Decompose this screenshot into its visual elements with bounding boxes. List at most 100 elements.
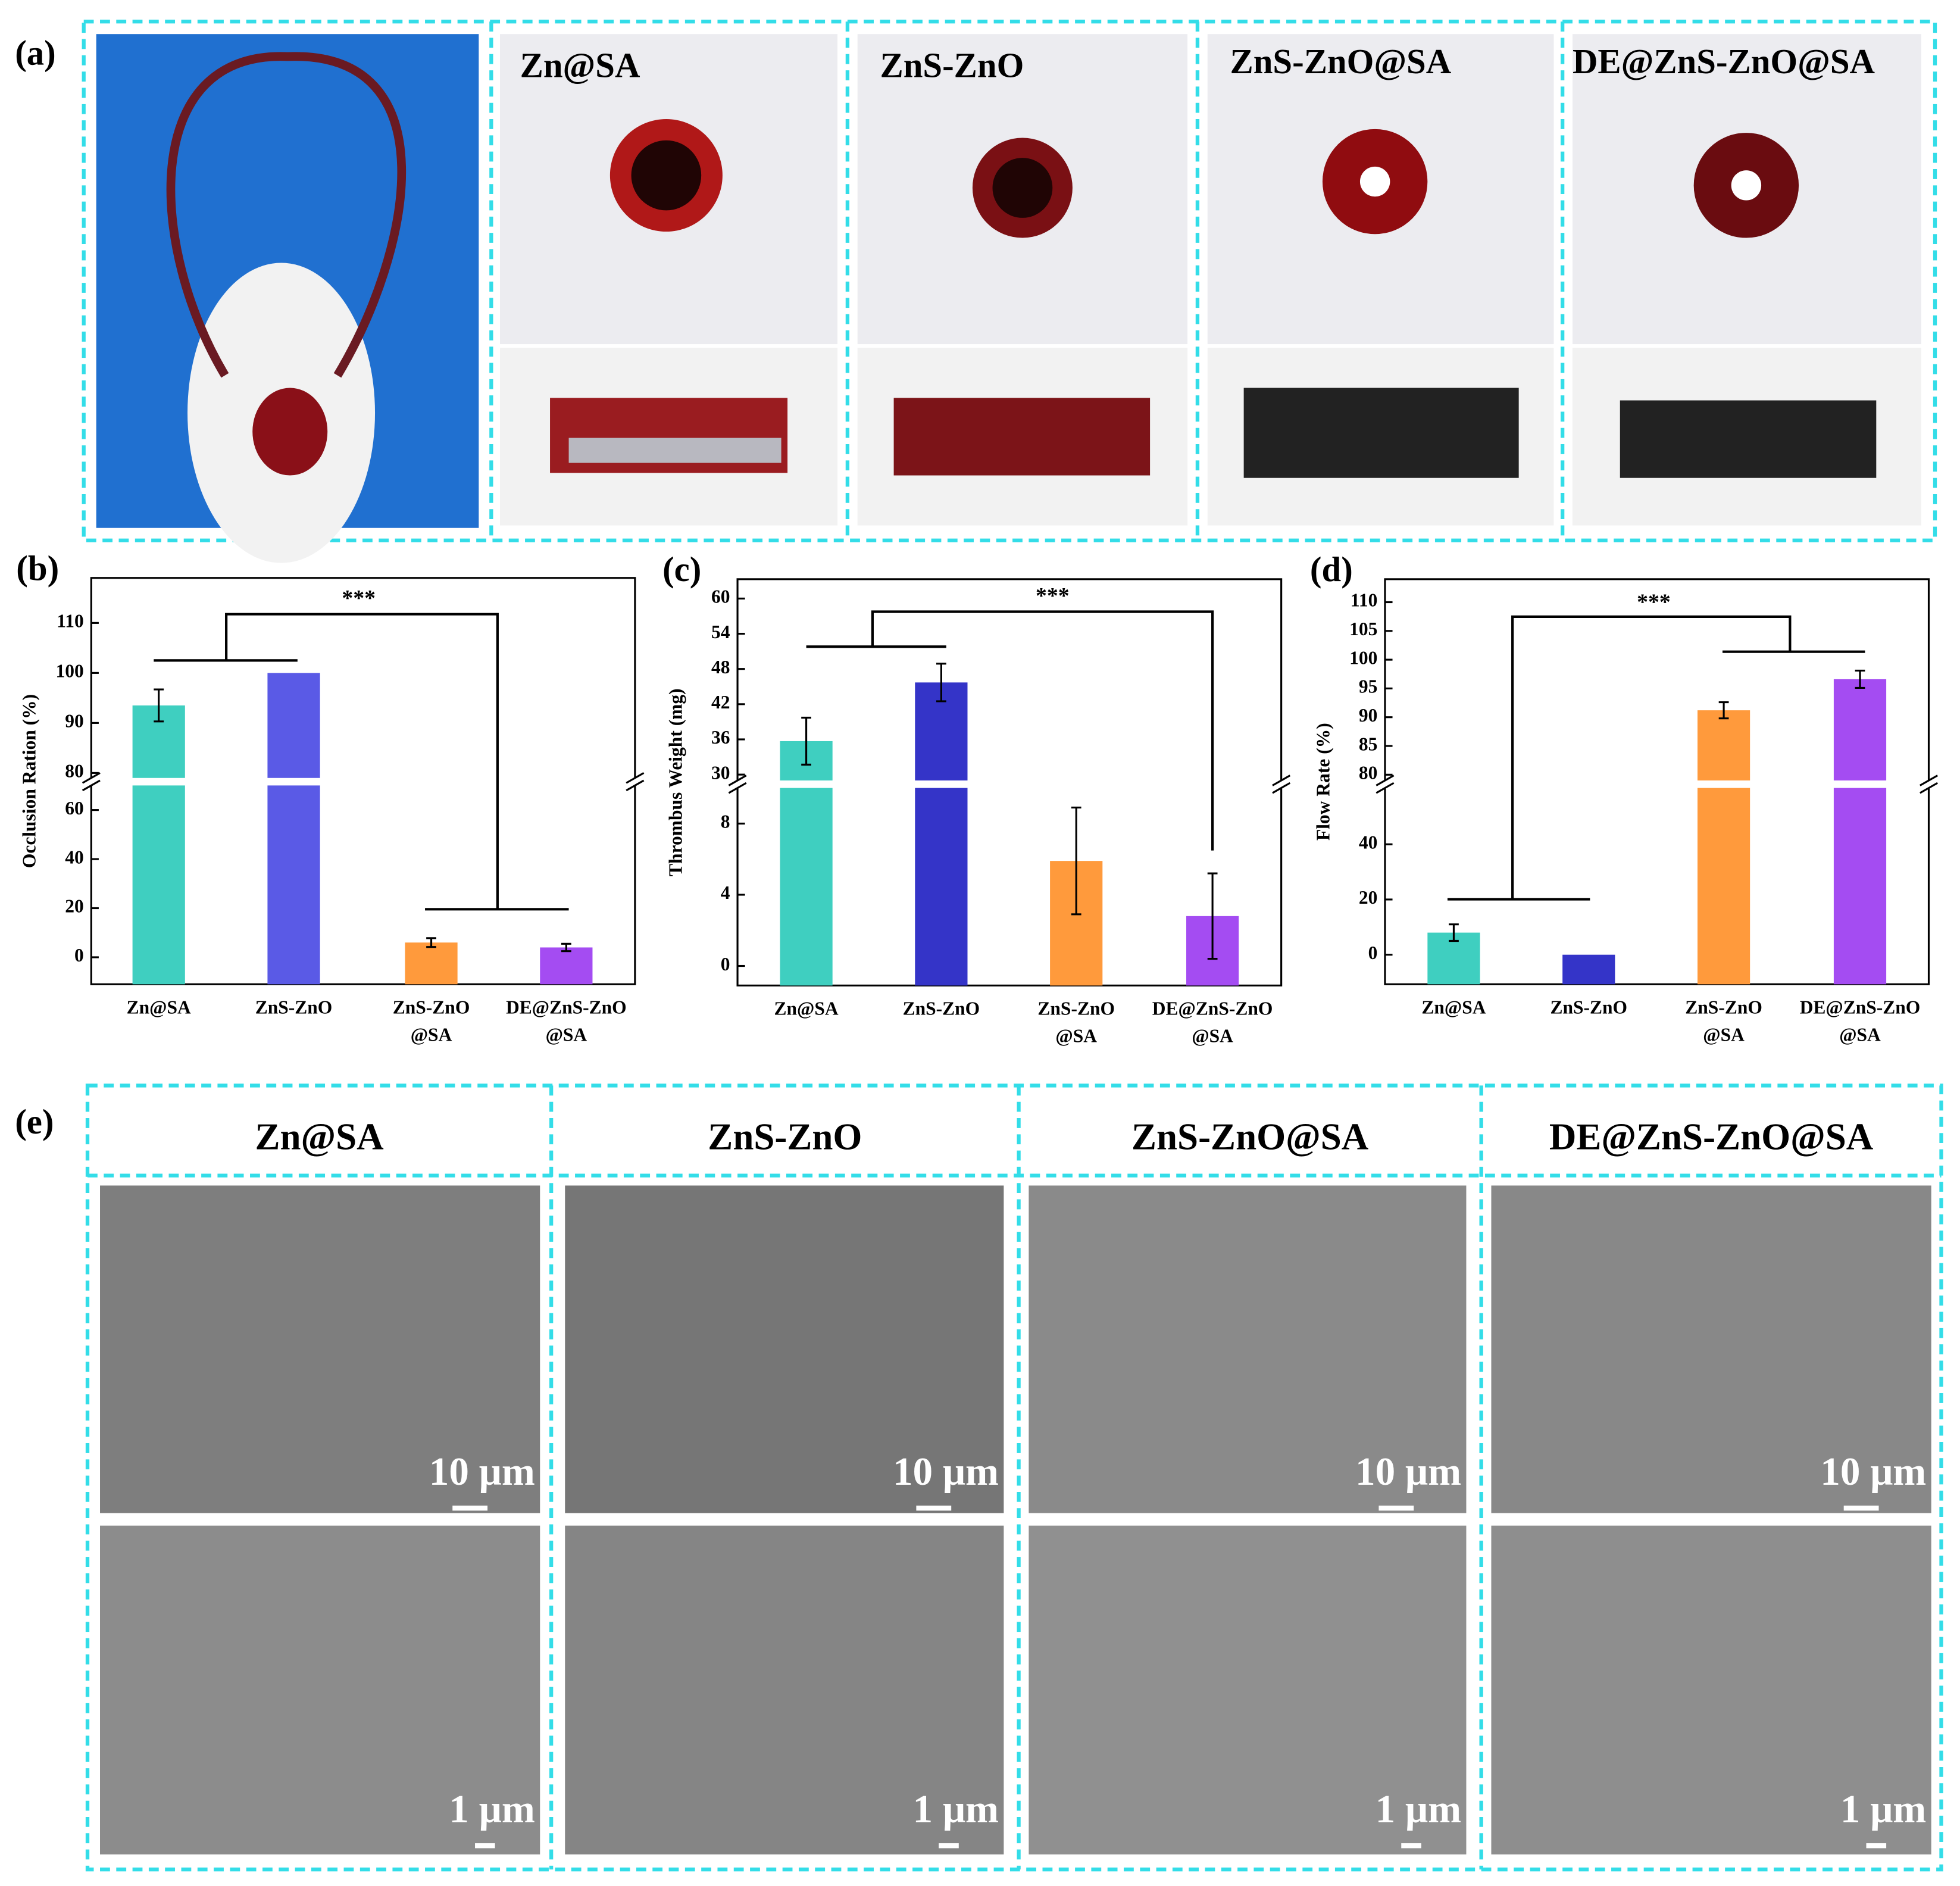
y-tick-label: 20 bbox=[65, 896, 83, 917]
significance-bracket bbox=[154, 613, 569, 911]
y-axis-label: Thrombus Weight (mg) bbox=[665, 688, 686, 876]
x-tick-label: DE@ZnS-ZnO @SA bbox=[1152, 998, 1273, 1047]
error-bar bbox=[1449, 923, 1459, 942]
error-bar bbox=[1207, 872, 1218, 960]
bar bbox=[1833, 788, 1887, 985]
sample-label: DE@ZnS-ZnO@SA bbox=[1549, 1116, 1874, 1157]
bar bbox=[540, 947, 593, 985]
panel-label: (c) bbox=[662, 550, 701, 589]
significance-bracket bbox=[1447, 615, 1865, 901]
x-tick-label: ZnS-ZnO @SA bbox=[1037, 998, 1115, 1047]
bar bbox=[1562, 954, 1615, 985]
sample-label: Zn@SA bbox=[255, 1116, 384, 1157]
y-tick-label: 0 bbox=[74, 945, 84, 966]
y-tick-label: 36 bbox=[711, 727, 730, 748]
bar bbox=[267, 673, 320, 778]
scale-label: 10 μm bbox=[893, 1449, 999, 1494]
bar bbox=[267, 785, 320, 985]
y-tick-label: 80 bbox=[1359, 763, 1378, 783]
y-tick-label: 90 bbox=[65, 711, 83, 732]
y-tick-label: 95 bbox=[1359, 676, 1378, 697]
scale-label: 1 μm bbox=[1840, 1787, 1926, 1831]
panel-e-frame bbox=[85, 1083, 1943, 1872]
bar bbox=[1833, 679, 1887, 780]
x-tick-label: Zn@SA bbox=[1421, 997, 1486, 1018]
axis-break-mark bbox=[1272, 782, 1291, 794]
scale-bar bbox=[1378, 1506, 1414, 1511]
sample-label: DE@ZnS-ZnO@SA bbox=[1573, 42, 1875, 81]
axis-break-mark bbox=[728, 782, 747, 794]
y-tick-label: 60 bbox=[711, 586, 730, 607]
scale-label: 1 μm bbox=[1376, 1787, 1461, 1831]
rat-photo bbox=[96, 34, 479, 563]
y-tick-label: 60 bbox=[65, 798, 83, 819]
error-bar bbox=[426, 937, 436, 948]
sample-label: ZnS-ZnO bbox=[708, 1116, 862, 1157]
bar bbox=[915, 788, 968, 986]
axis-break-mark bbox=[626, 772, 645, 784]
scale-label: 1 μm bbox=[449, 1787, 534, 1831]
scale-bar bbox=[1843, 1506, 1879, 1511]
scale-label: 10 μm bbox=[1820, 1449, 1926, 1494]
scale-bar bbox=[475, 1843, 495, 1848]
scale-bar bbox=[1401, 1843, 1421, 1848]
y-tick-label: 54 bbox=[711, 622, 730, 642]
scale-bar bbox=[1866, 1843, 1887, 1848]
panel-label: (d) bbox=[1310, 550, 1353, 589]
panel-label: (e) bbox=[15, 1103, 54, 1141]
y-tick-label: 0 bbox=[1368, 942, 1378, 963]
sample-label: ZnS-ZnO@SA bbox=[1131, 1116, 1369, 1157]
axis-break-mark bbox=[1272, 775, 1291, 786]
y-tick-label: 0 bbox=[721, 954, 730, 975]
scale-bar bbox=[939, 1843, 959, 1848]
scale-label: 10 μm bbox=[1355, 1449, 1461, 1494]
scale-label: 1 μm bbox=[913, 1787, 999, 1831]
x-tick-label: ZnS-ZnO bbox=[903, 998, 980, 1019]
y-tick-label: 40 bbox=[1359, 832, 1378, 853]
error-bar bbox=[561, 942, 571, 953]
y-tick-label: 105 bbox=[1349, 619, 1377, 639]
annotation: *** bbox=[342, 586, 376, 611]
annotation: *** bbox=[1637, 590, 1671, 615]
axis-break-mark bbox=[82, 772, 101, 784]
sem-images bbox=[100, 1185, 1931, 1854]
axis-break-mark bbox=[1920, 775, 1938, 786]
bar bbox=[132, 785, 185, 985]
error-bar bbox=[1718, 701, 1729, 720]
y-tick-label: 100 bbox=[55, 661, 83, 682]
bar bbox=[405, 942, 458, 985]
error-bar bbox=[936, 663, 946, 702]
x-tick-label: Zn@SA bbox=[127, 997, 191, 1018]
y-tick-label: 110 bbox=[57, 611, 84, 632]
y-tick-label: 100 bbox=[1349, 647, 1377, 668]
annotation: *** bbox=[1036, 583, 1070, 608]
y-tick-label: 8 bbox=[721, 811, 730, 832]
bar bbox=[1697, 710, 1750, 780]
axis-break-mark bbox=[1376, 775, 1395, 786]
x-tick-label: ZnS-ZnO bbox=[1550, 997, 1627, 1018]
error-bar bbox=[801, 716, 811, 766]
y-tick-label: 40 bbox=[65, 847, 83, 867]
bar bbox=[1697, 788, 1750, 985]
sample-label: Zn@SA bbox=[520, 46, 640, 85]
y-tick-label: 4 bbox=[721, 882, 730, 903]
scale-bar bbox=[916, 1506, 952, 1511]
sample-label: ZnS-ZnO@SA bbox=[1230, 42, 1452, 81]
bar bbox=[780, 788, 833, 986]
axis-break-mark bbox=[626, 779, 645, 792]
tube-photos bbox=[500, 34, 1921, 526]
y-tick-label: 80 bbox=[65, 761, 83, 782]
error-bar bbox=[1071, 806, 1081, 916]
axis-break-mark bbox=[82, 779, 101, 792]
y-tick-label: 42 bbox=[711, 692, 730, 713]
y-axis-label: Occlusion Ration (%) bbox=[19, 694, 40, 868]
x-tick-label: ZnS-ZnO bbox=[255, 997, 333, 1018]
y-tick-label: 110 bbox=[1351, 590, 1378, 611]
y-tick-label: 90 bbox=[1359, 705, 1378, 726]
y-axis-label: Flow Rate (%) bbox=[1312, 723, 1333, 841]
panel-label: (a) bbox=[15, 34, 56, 73]
x-tick-label: ZnS-ZnO @SA bbox=[393, 997, 470, 1045]
x-tick-label: Zn@SA bbox=[774, 998, 839, 1019]
y-tick-label: 48 bbox=[711, 657, 730, 677]
